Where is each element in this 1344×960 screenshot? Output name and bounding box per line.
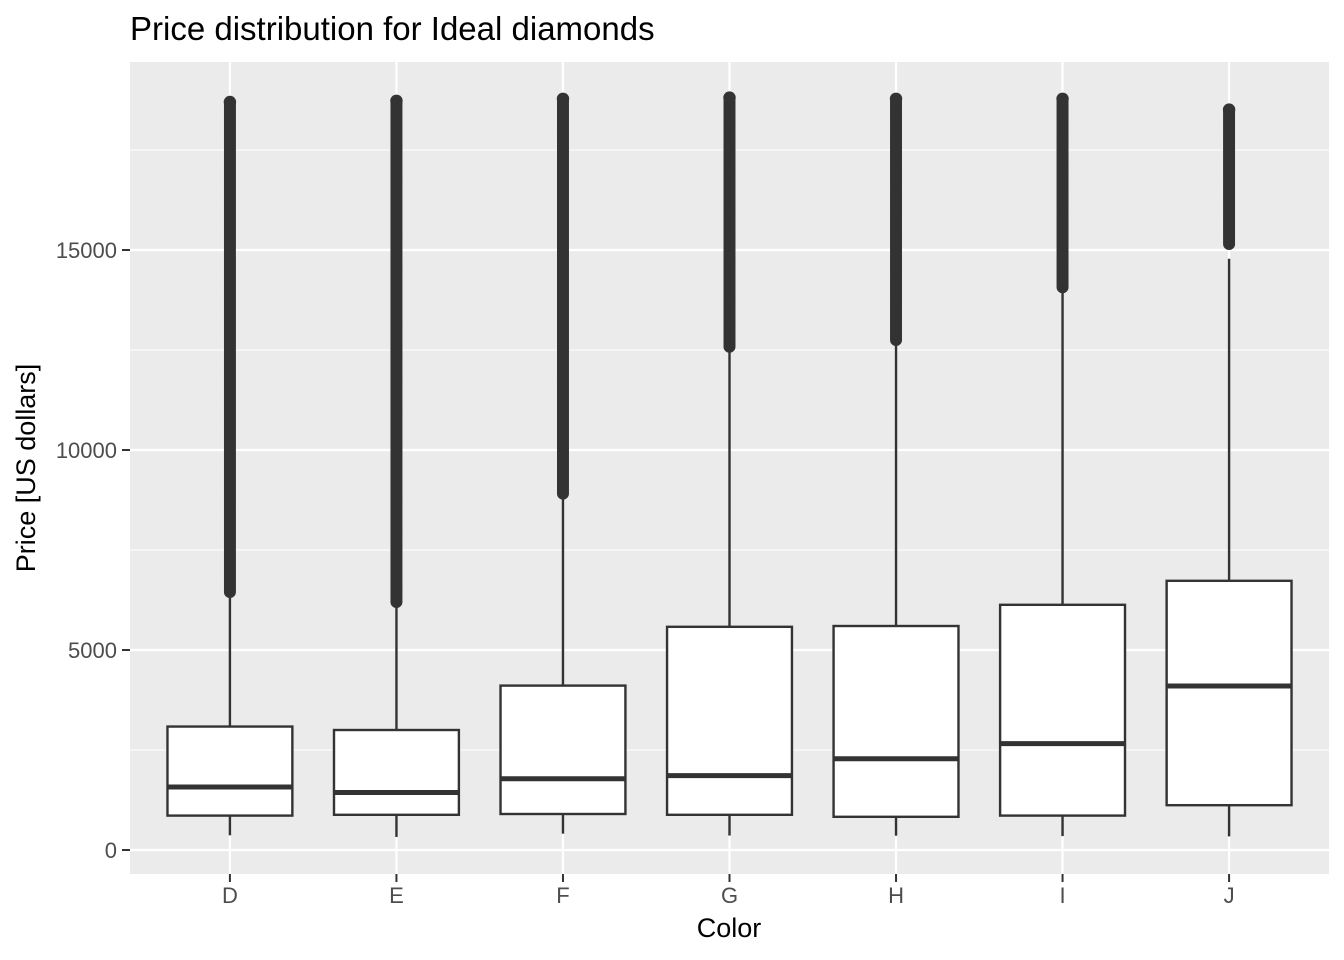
axes: 0 5000 10000 15000 D E F G H I J <box>56 238 1235 908</box>
outlier-point <box>390 94 403 108</box>
box-iqr <box>166 725 294 817</box>
y-tick-label: 10000 <box>56 438 117 463</box>
box-group <box>998 92 1127 837</box>
box-group <box>332 94 461 837</box>
box-group <box>1165 103 1293 837</box>
outlier-point <box>556 92 570 106</box>
x-tick-label: D <box>222 883 238 908</box>
y-tick-label: 15000 <box>56 238 117 263</box>
x-axis-title: Color <box>697 913 762 943</box>
y-tick-label: 0 <box>105 838 117 863</box>
x-tick-label: F <box>556 883 569 908</box>
box-group <box>166 95 294 836</box>
outlier-point <box>889 92 903 106</box>
box-iqr <box>832 624 960 819</box>
box-group <box>832 92 960 836</box>
outlier-point <box>1056 92 1069 106</box>
box-iqr <box>332 728 461 817</box>
box-iqr <box>665 625 794 816</box>
box-iqr <box>998 603 1127 817</box>
outlier-point <box>1222 103 1236 116</box>
x-tick-label: J <box>1224 883 1235 908</box>
x-tick-label: G <box>721 883 738 908</box>
y-axis-title: Price [US dollars] <box>11 364 41 573</box>
box-group <box>499 92 627 834</box>
boxes <box>166 91 1293 837</box>
x-tick-label: I <box>1059 883 1065 908</box>
x-tick-label: E <box>389 883 404 908</box>
box-iqr <box>1165 579 1293 807</box>
outlier-point <box>223 95 237 109</box>
outlier-point <box>723 91 736 104</box>
box-iqr <box>499 684 627 816</box>
y-tick-label: 5000 <box>68 638 117 663</box>
x-tick-label: H <box>888 883 904 908</box>
box-group <box>665 91 794 836</box>
chart-title: Price distribution for Ideal diamonds <box>130 10 655 47</box>
